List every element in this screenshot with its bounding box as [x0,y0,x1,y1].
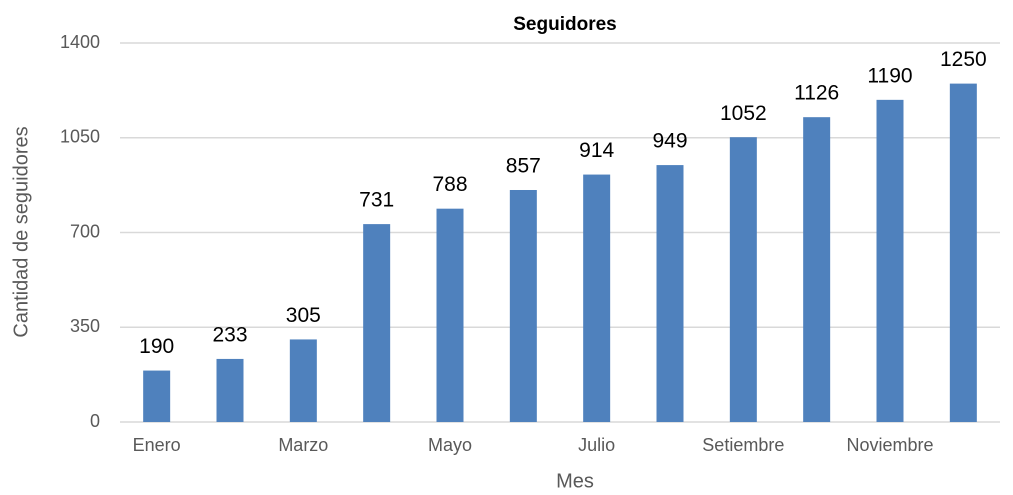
y-axis-title: Cantidad de seguidores [10,126,32,337]
data-label: 1126 [794,82,839,105]
bar [583,174,611,422]
x-tick-label: Enero [133,435,181,455]
x-tick-label: Setiembre [702,435,784,455]
data-label: 190 [139,335,174,358]
bar [876,99,904,422]
data-label: 305 [286,304,321,327]
bar [656,165,684,422]
chart-title: Seguidores [513,14,616,35]
bar [803,117,831,422]
bar [216,358,244,422]
x-axis-title: Mes [556,470,594,492]
x-tick-label: Julio [578,435,615,455]
bar [363,224,391,422]
y-tick-label: 700 [70,221,100,241]
y-tick-label: 1050 [60,127,100,147]
x-tick-label: Marzo [278,435,328,455]
data-label: 857 [506,155,541,178]
data-label: 788 [432,173,467,196]
bar [729,137,757,423]
bar [949,83,977,422]
bar [289,339,317,422]
data-label: 233 [212,323,247,346]
bar [509,189,537,422]
bar [436,208,464,422]
y-tick-label: 350 [70,316,100,336]
y-tick-label: 1400 [60,32,100,52]
data-label: 731 [359,189,394,212]
bar [143,370,171,422]
x-tick-label: Mayo [428,435,472,455]
data-label: 949 [652,130,687,153]
data-label: 1190 [867,64,912,87]
y-tick-label: 0 [90,411,100,431]
data-label: 1250 [940,48,987,71]
data-label: 914 [579,139,614,162]
data-label: 1052 [720,102,767,125]
x-tick-label: Noviembre [846,435,933,455]
